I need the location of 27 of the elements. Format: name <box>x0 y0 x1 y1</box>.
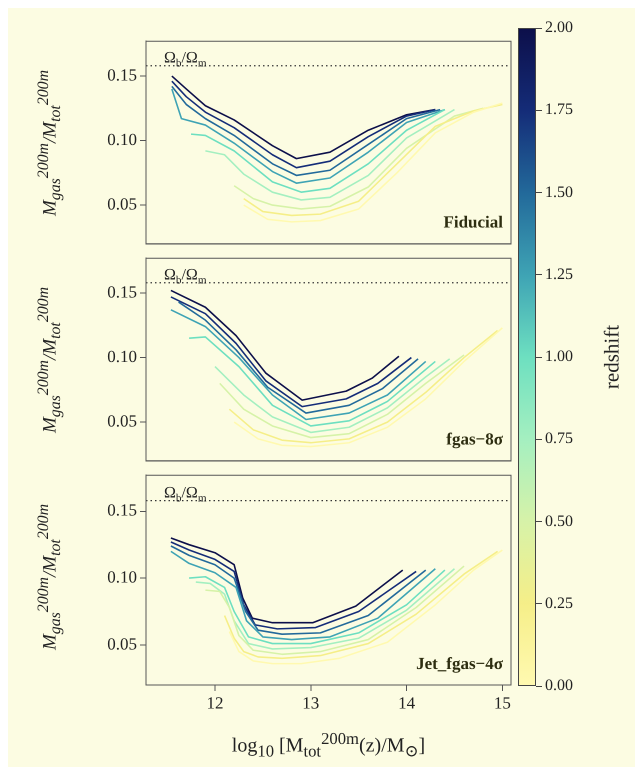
y-tick-label: 0.10 <box>107 130 137 150</box>
color-bar-title: redshift <box>600 324 624 390</box>
y-tick-label: 0.15 <box>107 66 137 85</box>
y-tick-label: 0.05 <box>107 412 137 431</box>
y-tick-label: 0.05 <box>107 194 137 214</box>
y-tick-label: 0.10 <box>107 568 137 587</box>
color-bar-label: 0.50 <box>545 512 573 532</box>
annotation: Fiducial <box>443 212 504 232</box>
x-tick-label: 15 <box>494 694 511 713</box>
x-tick-label: 13 <box>302 694 320 713</box>
y-tick-label: 0.15 <box>107 282 137 302</box>
color-bar-label: 1.00 <box>545 347 573 367</box>
annotation: fgas−8σ <box>446 430 504 449</box>
color-bar-label: 0.00 <box>545 676 573 696</box>
color-bar-label: 0.25 <box>545 594 573 614</box>
y-tick-label: 0.10 <box>107 347 137 366</box>
x-tick-label: 14 <box>398 694 416 713</box>
color-bar-label: 1.25 <box>545 264 573 285</box>
annotation: Jet_fgas−4σ <box>416 654 504 673</box>
color-bar-label: 1.75 <box>545 100 573 120</box>
color-bar-label: 1.50 <box>545 182 573 202</box>
color-bar-label: 0.75 <box>545 429 573 450</box>
y-tick-label: 0.05 <box>107 634 137 654</box>
x-tick-label: 12 <box>206 694 224 713</box>
y-tick-label: 0.15 <box>107 500 137 520</box>
x-axis-title: log$_{10}$ [M$_{tot}$$^{200m}$(z)/M$_{⊙}$] <box>230 729 426 762</box>
color-bar-label: 2.00 <box>545 18 573 38</box>
